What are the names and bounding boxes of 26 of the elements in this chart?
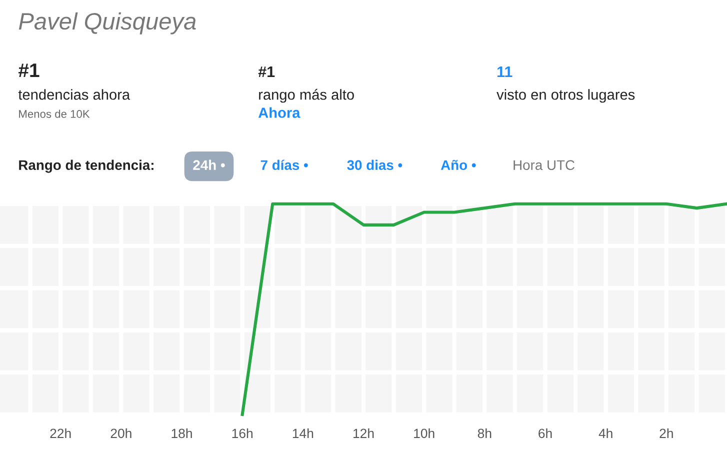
- text: 30 dias •: [347, 160, 402, 170]
- x-tick-label: 20h: [110, 428, 132, 438]
- text: #1: [258, 66, 275, 78]
- text: visto en otros lugares: [496, 89, 635, 103]
- x-tick-label: 10h: [414, 428, 434, 438]
- text: 24h •: [193, 160, 225, 170]
- text: rango más alto: [259, 88, 354, 103]
- x-tick-label: 12h: [354, 428, 374, 438]
- text: #1: [18, 64, 40, 78]
- text: Rango de tendencia:: [19, 160, 154, 173]
- x-tick-label: 2h: [660, 428, 673, 438]
- text: tendencias ahora: [18, 89, 130, 100]
- x-tick-label: 18h: [172, 428, 192, 438]
- x-tick-label: 14h: [292, 428, 314, 438]
- x-tick-label: 16h: [232, 428, 252, 438]
- text: Menos de 10K: [19, 110, 90, 118]
- text: Ahora: [258, 107, 300, 118]
- text: Hora UTC: [514, 160, 575, 170]
- text: 11: [498, 66, 512, 78]
- chart-title: Pavel Quisqueya: [18, 12, 196, 34]
- text: Año •: [440, 160, 476, 170]
- x-tick-label: 6h: [538, 428, 552, 438]
- x-tick-label: 4h: [598, 428, 612, 438]
- text: 7 días •: [260, 160, 308, 170]
- x-tick-label: 22h: [50, 428, 71, 438]
- x-tick-label: 8h: [478, 428, 492, 438]
